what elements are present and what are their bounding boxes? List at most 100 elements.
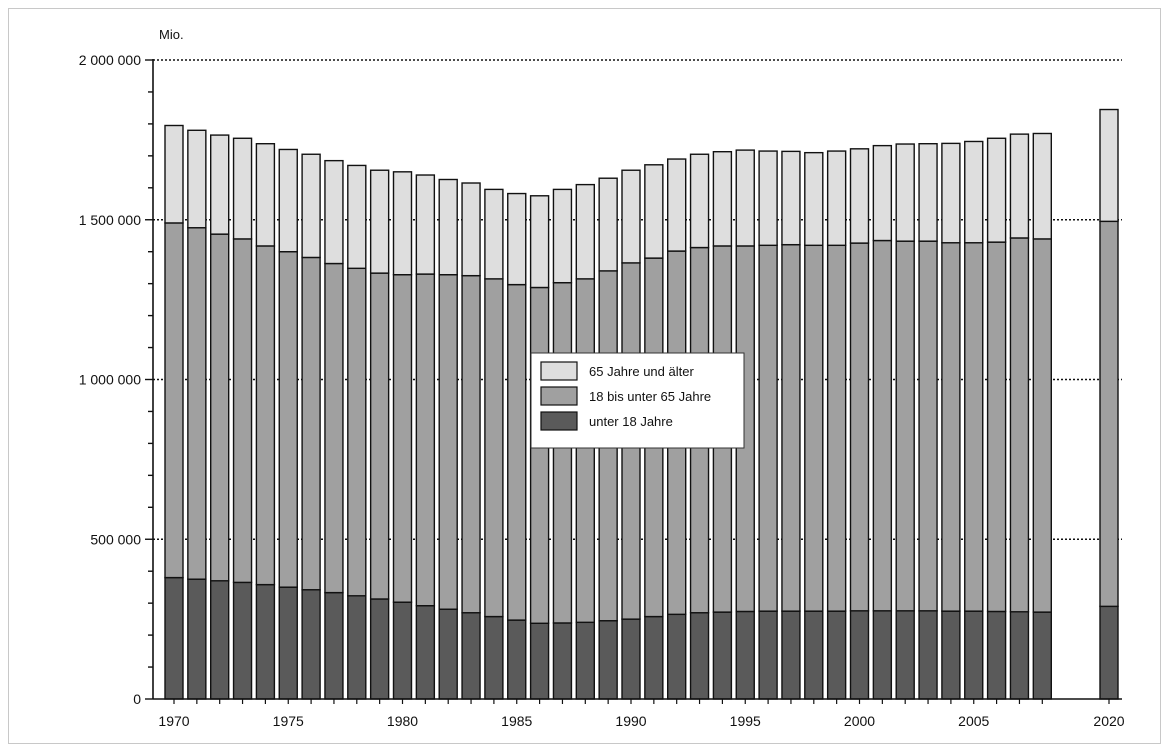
bar-segment: [461, 612, 481, 700]
bar-segment: [758, 244, 778, 612]
bar-segment: [667, 613, 687, 700]
bar-segment: [689, 612, 710, 700]
bar-segment: [1009, 237, 1030, 613]
unit-label: Mio.: [159, 27, 184, 42]
bar-segment: [918, 143, 938, 242]
bar-segment: [781, 150, 801, 246]
bar-segment: [1009, 133, 1030, 239]
x-tick-label: 1995: [730, 713, 761, 729]
x-tick-label: 1985: [501, 713, 532, 729]
bar-segment: [735, 610, 755, 700]
y-tick-label: 1 000 000: [79, 372, 141, 388]
bar-segment: [1032, 611, 1053, 700]
bar-segment: [895, 240, 915, 612]
bar-segment: [826, 244, 847, 612]
axes-group: [145, 59, 1122, 704]
bar-segment: [438, 178, 458, 276]
bar-segment: [415, 605, 436, 700]
bar-segment: [758, 150, 778, 247]
bar-segment: [552, 188, 573, 284]
bar-segment: [392, 601, 413, 700]
bar-segment: [964, 610, 984, 700]
bar-segment: [278, 148, 298, 253]
bar-segment: [712, 611, 733, 700]
legend-label: unter 18 Jahre: [589, 414, 673, 429]
bar-segment: [484, 615, 504, 700]
bar-segment: [347, 267, 367, 597]
bar-segment: [232, 137, 253, 240]
bar-segment: [781, 243, 801, 612]
x-tick-label: 1980: [387, 713, 418, 729]
bar-segment: [575, 621, 595, 700]
bar-segment: [552, 281, 573, 624]
bar-segment: [1032, 132, 1053, 240]
x-tick-label: 2005: [958, 713, 989, 729]
bar-segment: [232, 238, 253, 584]
x-tick-label: 1970: [158, 713, 189, 729]
bar-segment: [575, 278, 595, 624]
bar-segment: [278, 250, 298, 588]
bar-segment: [324, 262, 344, 594]
bar-segment: [369, 272, 390, 600]
bar-segment: [415, 273, 436, 607]
stacked-bar-chart: Mio. 0 500 000 1 000 000 1 500 000 2 000 000…: [79, 27, 1125, 729]
legend-swatch: [540, 361, 578, 381]
y-tick-label: 500 000: [90, 531, 141, 547]
bar-segment: [575, 183, 595, 280]
bar-segment: [667, 158, 687, 252]
bar-segment: [301, 153, 321, 259]
bar-segment: [918, 610, 938, 700]
bar-segment: [964, 140, 984, 244]
x-tick-label: 1975: [273, 713, 304, 729]
bar-segment: [849, 148, 870, 244]
legend-label: 65 Jahre und älter: [589, 364, 694, 379]
bar-segment: [941, 242, 961, 612]
bar-segment: [1099, 108, 1119, 223]
bar-segment: [484, 278, 504, 618]
bar-segment: [369, 598, 390, 700]
bar-segment: [461, 182, 481, 277]
bar-segment: [507, 192, 527, 286]
x-tick-labels: 1970 1975 1980 1985 1990 1995 2000 2005 2020: [158, 713, 1124, 729]
legend-swatch: [540, 411, 578, 431]
bar-segment: [438, 608, 458, 700]
bar-segment: [324, 591, 344, 700]
bar-segment: [849, 610, 870, 700]
bar-segment: [781, 610, 801, 700]
bar-segment: [941, 142, 961, 244]
y-tick-labels: 0 500 000 1 000 000 1 500 000 2 000 000: [79, 52, 142, 707]
legend: 65 Jahre und älter 18 bis unter 65 Jahre u…: [530, 352, 745, 449]
bar-segment: [644, 615, 664, 700]
y-tick-label: 1 500 000: [79, 212, 141, 228]
bar-segment: [598, 177, 618, 272]
bar-segment: [529, 622, 550, 700]
bar-segment: [804, 610, 824, 700]
bar-segment: [461, 274, 481, 614]
bar-segment: [301, 256, 321, 591]
bar-segment: [986, 241, 1007, 613]
bar-segment: [986, 137, 1007, 243]
bar-segment: [369, 169, 390, 274]
bar-segment: [507, 619, 527, 700]
bar-segment: [735, 149, 755, 247]
bar-segment: [964, 242, 984, 612]
bar-segment: [324, 159, 344, 265]
bar-segment: [255, 143, 276, 247]
bar-segment: [255, 245, 276, 586]
bar-segment: [209, 134, 230, 235]
bar-segment: [1099, 220, 1119, 608]
bar-segment: [415, 174, 436, 275]
bar-segment: [621, 618, 641, 700]
bar-segment: [1099, 605, 1119, 700]
bar-segment: [872, 610, 893, 700]
bar-segment: [438, 274, 458, 610]
bar-segment: [392, 274, 413, 603]
bar-segment: [621, 169, 641, 264]
bar-segment: [804, 151, 824, 247]
bar-segment: [347, 164, 367, 270]
bar-segment: [598, 620, 618, 700]
bar-segment: [895, 143, 915, 242]
bar-segment: [804, 244, 824, 612]
bar-segment: [484, 188, 504, 280]
bar-segment: [644, 164, 664, 259]
